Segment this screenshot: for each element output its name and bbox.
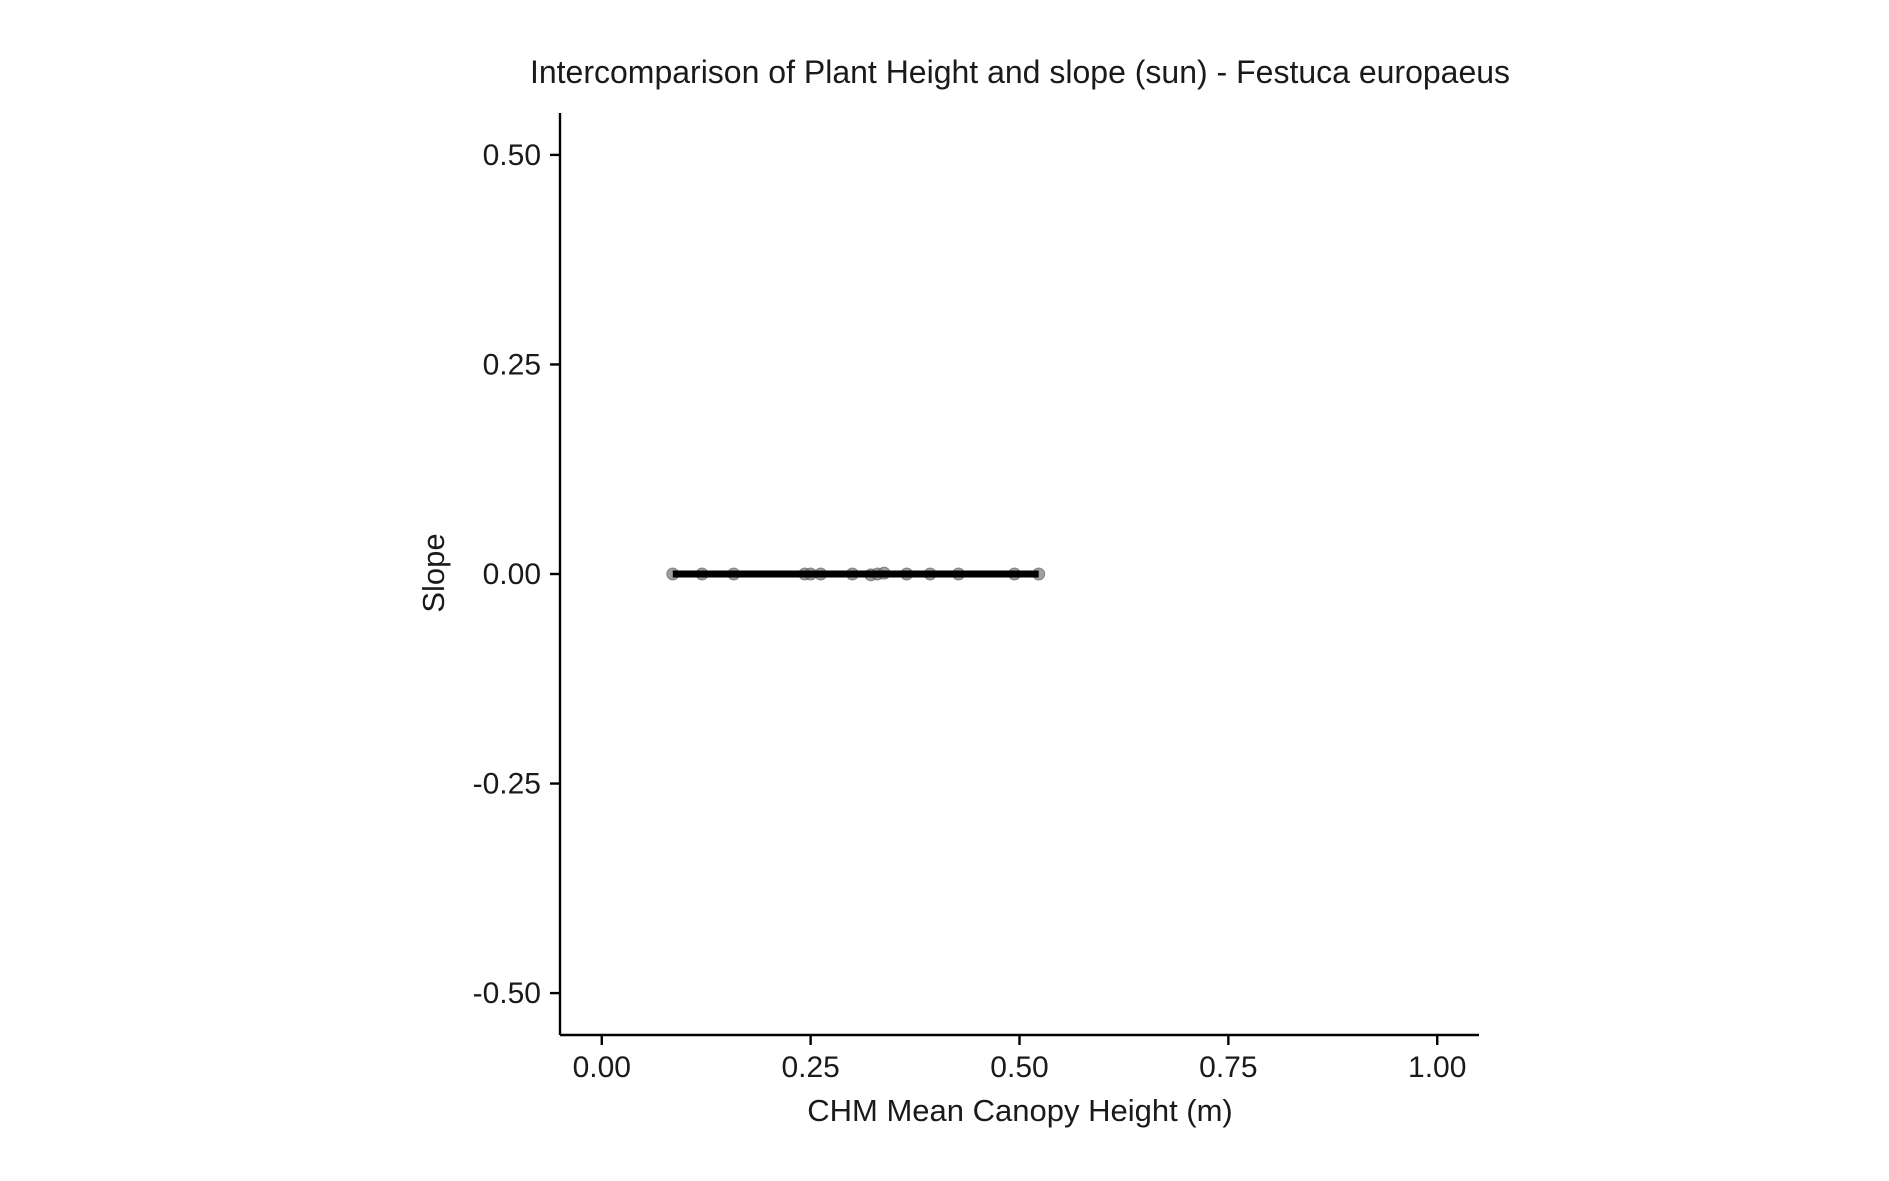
y-tick-label: 0.50 (483, 139, 541, 172)
y-tick-label: 0.25 (483, 348, 541, 381)
y-axis-ticks: 0.50 0.25 0.00 -0.25 -0.50 (473, 139, 560, 1010)
chart-title: Intercomparison of Plant Height and slop… (530, 54, 1510, 90)
x-axis-label: CHM Mean Canopy Height (m) (807, 1093, 1233, 1128)
x-tick-label: 0.50 (990, 1051, 1048, 1084)
y-tick-label: 0.00 (483, 558, 541, 591)
x-tick-label: 0.25 (781, 1051, 839, 1084)
y-tick-label: -0.25 (473, 768, 541, 801)
x-tick-label: 0.00 (573, 1051, 631, 1084)
x-tick-label: 0.75 (1199, 1051, 1257, 1084)
y-tick-label: -0.50 (473, 977, 541, 1010)
plot-area (666, 566, 1046, 582)
y-axis-label: Slope (416, 533, 451, 612)
x-axis-ticks: 0.00 0.25 0.50 0.75 1.00 (573, 1035, 1466, 1084)
x-tick-label: 1.00 (1408, 1051, 1466, 1084)
